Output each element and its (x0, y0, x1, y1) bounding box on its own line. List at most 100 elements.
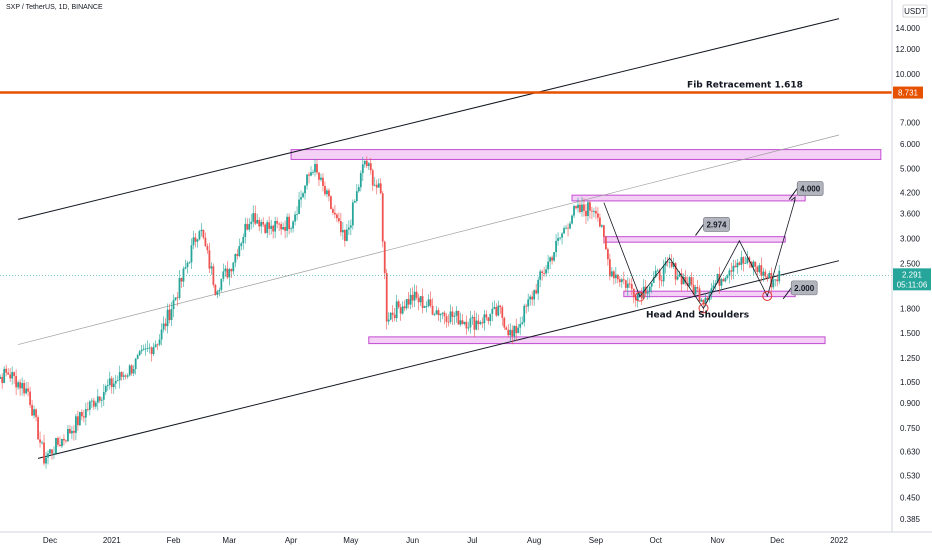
candle-body (720, 279, 723, 286)
candle-body (467, 327, 470, 329)
currency-box[interactable] (902, 4, 928, 18)
candle-body (230, 269, 233, 272)
candle-body (353, 201, 356, 203)
candle-body (601, 225, 603, 227)
candle-body (513, 326, 516, 337)
candle-body (417, 297, 420, 303)
callout-label-2: 2.000 (794, 284, 815, 293)
candle-body (553, 252, 555, 261)
candle-body (473, 316, 476, 330)
candle-body (543, 273, 546, 274)
candle-body (278, 223, 281, 225)
candle-body (65, 440, 67, 442)
candle-body (290, 228, 292, 230)
candle-body (308, 174, 310, 176)
candle-body (367, 163, 370, 167)
candle-body (114, 380, 117, 384)
candle-body (756, 266, 759, 273)
candle-body (160, 329, 163, 340)
candle-body (31, 405, 33, 416)
candle-body (130, 365, 133, 374)
callout-pointer-1 (695, 224, 704, 236)
candle-body (511, 329, 514, 337)
candle-body (210, 266, 213, 269)
candle-body (168, 309, 171, 321)
candle-body (124, 375, 127, 377)
candle-body (503, 317, 506, 328)
candle-body (648, 286, 651, 292)
x-tick-label: 2021 (103, 536, 121, 545)
candle-body (170, 309, 173, 321)
candle-body (152, 347, 155, 355)
y-tick-label: 14.000 (896, 24, 921, 33)
candle-body (477, 320, 480, 325)
candle-body (330, 196, 332, 210)
pattern-arrow-head (790, 196, 796, 204)
candle-body (202, 229, 205, 238)
candle-body (754, 261, 757, 267)
candle-body (174, 297, 177, 301)
candle-body (351, 202, 354, 226)
candle-body (610, 271, 613, 277)
candle-body (716, 274, 719, 284)
candle-body (222, 271, 225, 279)
candle-body (178, 278, 181, 298)
candle-body (19, 382, 22, 389)
candle-body (37, 417, 39, 440)
candle-body (710, 288, 713, 295)
candle-body (674, 263, 677, 280)
candle-body (288, 216, 290, 230)
candle-body (579, 204, 581, 212)
candle-body (583, 204, 585, 211)
candle-body (411, 294, 414, 301)
candle-body (116, 380, 119, 382)
candle-body (547, 261, 550, 270)
candle-body (11, 372, 14, 379)
trend-line-2 (18, 134, 840, 345)
y-tick-label: 1.250 (900, 354, 921, 363)
y-tick-label: 0.900 (900, 399, 921, 408)
candle-body (656, 270, 659, 272)
y-tick-label: 3.000 (900, 234, 921, 243)
candle-body (431, 305, 434, 315)
candle-body (312, 172, 314, 174)
candle-body (505, 327, 508, 330)
candle-body (694, 287, 697, 295)
candle-body (336, 214, 338, 219)
x-tick-label: Dec (770, 536, 784, 545)
candle-body (142, 348, 145, 350)
candle-body (774, 279, 777, 281)
candle-body (491, 308, 494, 314)
candle-body (535, 290, 538, 294)
x-tick-label: 2022 (830, 536, 848, 545)
candle-body (557, 238, 559, 241)
candle-body (401, 306, 404, 314)
x-tick-label: Feb (167, 536, 181, 545)
candle-body (654, 270, 657, 278)
pattern-circle-0 (634, 291, 645, 302)
candle-body (407, 299, 410, 305)
candle-body (357, 187, 360, 192)
candle-body (563, 228, 565, 234)
candle-body (666, 261, 669, 263)
candle-body (387, 319, 390, 322)
candle-body (670, 262, 673, 267)
candle-body (53, 453, 55, 455)
candle-body (294, 214, 296, 222)
candle-body (616, 274, 619, 280)
candle-body (483, 314, 486, 324)
candle-body (262, 221, 265, 225)
x-tick-label: Nov (710, 536, 724, 545)
y-tick-label: 0.750 (900, 424, 921, 433)
candle-body (469, 318, 472, 328)
y-tick-label: 0.530 (900, 471, 921, 480)
candle-body (706, 297, 709, 301)
candle-body (425, 306, 428, 307)
candle-body (341, 230, 344, 233)
candle-body (88, 401, 91, 410)
candle-body (13, 372, 16, 376)
candle-body (696, 287, 699, 289)
last-price-tag (893, 268, 931, 291)
candle-body (82, 416, 85, 418)
